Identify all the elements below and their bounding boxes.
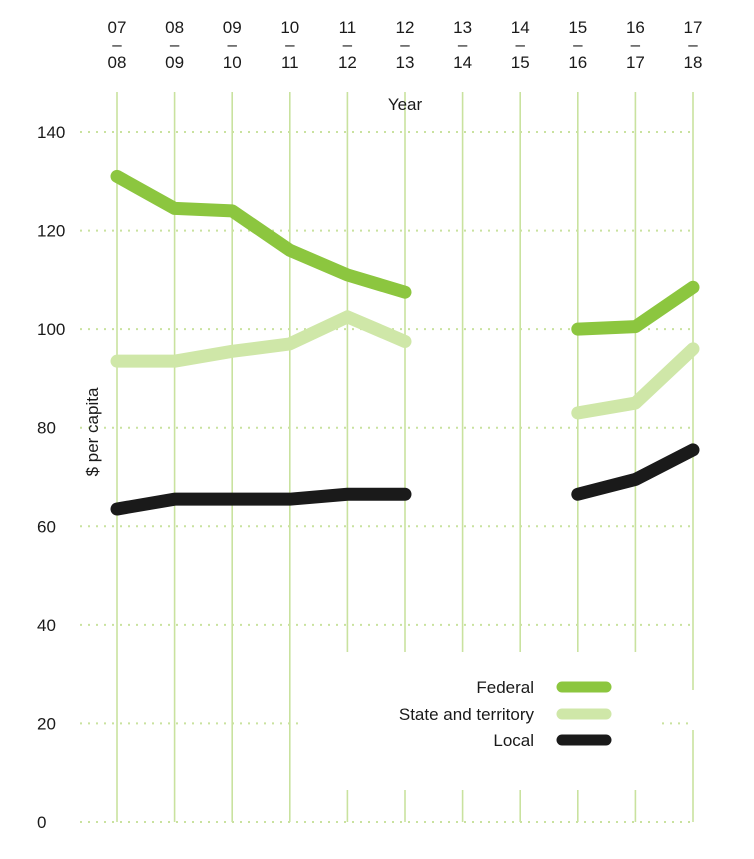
x-tick-label-bottom: 11 xyxy=(281,53,299,72)
x-tick-label-bottom: 10 xyxy=(223,53,242,72)
x-tick-label-top: 12 xyxy=(396,18,415,37)
legend-label: Local xyxy=(493,731,534,750)
series-lines xyxy=(110,169,700,516)
series-line xyxy=(110,310,412,368)
x-tick-label-bottom: 09 xyxy=(165,53,184,72)
x-tick-label-bottom: 16 xyxy=(568,53,587,72)
x-tick-label-top: 13 xyxy=(453,18,472,37)
x-tick-label-top: 16 xyxy=(626,18,645,37)
series-line xyxy=(571,280,700,336)
x-tick-label-top: 17 xyxy=(684,18,703,37)
x-tick-label-bottom: 13 xyxy=(396,53,415,72)
x-tick-label-top: 10 xyxy=(280,18,299,37)
x-tick-labels: 07–0808–0909–1010–1111–1212–1313–1414–15… xyxy=(108,18,703,72)
series-line xyxy=(571,443,700,501)
y-tick-label: 120 xyxy=(37,222,65,241)
x-tick-separator: – xyxy=(285,35,295,54)
x-tick-label-bottom: 14 xyxy=(453,53,472,72)
y-tick-label: 80 xyxy=(37,419,56,438)
x-tick-label-top: 14 xyxy=(511,18,530,37)
x-tick-label-top: 08 xyxy=(165,18,184,37)
x-tick-label-bottom: 12 xyxy=(338,53,357,72)
series-line xyxy=(110,169,412,299)
x-tick-separator: – xyxy=(343,35,353,54)
x-tick-separator: – xyxy=(573,35,583,54)
y-tick-label: 100 xyxy=(37,320,65,339)
x-tick-label-bottom: 18 xyxy=(684,53,703,72)
x-axis-label: Year xyxy=(388,95,423,114)
y-tick-label: 140 xyxy=(37,123,65,142)
x-tick-separator: – xyxy=(227,35,237,54)
legend-label: Federal xyxy=(476,678,534,697)
x-tick-label-top: 09 xyxy=(223,18,242,37)
series-line xyxy=(110,487,412,516)
x-tick-separator: – xyxy=(688,35,698,54)
x-tick-label-top: 15 xyxy=(568,18,587,37)
x-tick-separator: – xyxy=(170,35,180,54)
y-tick-label: 20 xyxy=(37,714,56,733)
x-tick-separator: – xyxy=(112,35,122,54)
x-tick-label-top: 07 xyxy=(108,18,127,37)
y-tick-labels: 0 20 40 60 80 100 120 140 xyxy=(37,123,65,832)
y-axis-label: $ per capita xyxy=(83,387,102,476)
legend: Federal State and territory Local xyxy=(399,678,612,750)
series-line xyxy=(571,342,700,420)
x-tick-label-bottom: 17 xyxy=(626,53,645,72)
x-tick-label-bottom: 08 xyxy=(108,53,127,72)
legend-label: State and territory xyxy=(399,705,535,724)
x-tick-separator: – xyxy=(458,35,468,54)
x-tick-label-top: 11 xyxy=(339,18,357,37)
y-tick-label: 40 xyxy=(37,616,56,635)
x-tick-separator: – xyxy=(631,35,641,54)
x-tick-separator: – xyxy=(400,35,410,54)
y-tick-label: 0 xyxy=(37,813,46,832)
y-tick-label: 60 xyxy=(37,517,56,536)
x-tick-separator: – xyxy=(515,35,525,54)
x-tick-label-bottom: 15 xyxy=(511,53,530,72)
